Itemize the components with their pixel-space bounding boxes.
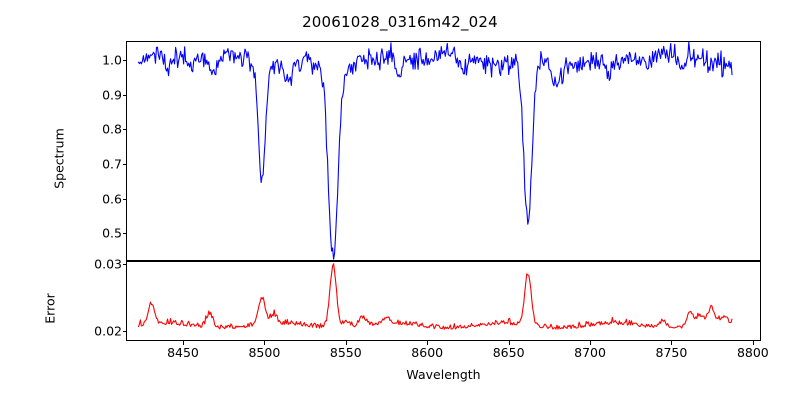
error-series-line	[137, 263, 733, 330]
x-tick-mark	[752, 341, 754, 345]
y-tick-mark	[122, 264, 126, 266]
x-tick-mark	[264, 341, 266, 345]
y-tick-label: 0.7	[102, 156, 122, 172]
x-tick-label: 8550	[329, 345, 362, 360]
y-tick-label: 0.03	[94, 256, 122, 272]
y-tick-label: 0.02	[94, 323, 122, 339]
y-tick-mark	[122, 198, 126, 200]
x-tick-label: 8750	[655, 345, 688, 360]
error-panel	[126, 261, 761, 341]
x-tick-label: 8700	[574, 345, 606, 360]
y-tick-mark	[122, 331, 126, 332]
x-tick-mark	[427, 341, 429, 345]
x-tick-label: 8450	[167, 345, 199, 360]
y-tick-label: 1.0	[102, 52, 122, 68]
y-tick-label: 0.8	[102, 121, 122, 137]
x-tick-label: 8600	[411, 345, 444, 360]
y-tick-label: 0.6	[102, 191, 122, 207]
x-tick-label: 8800	[736, 345, 769, 360]
y-tick-mark	[122, 163, 126, 165]
y-axis-label-spectrum: Spectrum	[51, 128, 67, 189]
x-tick-label: 8650	[492, 345, 525, 360]
x-tick-mark	[182, 341, 184, 345]
y-tick-mark	[122, 129, 126, 131]
y-tick-mark	[122, 94, 126, 96]
spectrum-panel	[126, 41, 761, 261]
y-tick-mark	[122, 60, 126, 62]
x-tick-mark	[508, 341, 510, 345]
x-tick-label: 8500	[248, 345, 281, 360]
y-tick-mark	[122, 233, 126, 235]
y-tick-label: 0.5	[102, 225, 122, 241]
x-tick-mark	[590, 341, 592, 345]
spectrum-plot-area	[137, 42, 733, 260]
figure-title: 20061028_0316m42_024	[302, 13, 498, 31]
y-tick-label: 0.9	[102, 87, 122, 103]
error-plot-area	[137, 263, 733, 330]
y-axis-label-error: Error	[42, 293, 58, 324]
spectrum-series-line	[137, 42, 733, 260]
x-tick-mark	[345, 341, 347, 345]
x-tick-mark	[671, 341, 673, 345]
x-axis-label: Wavelength	[406, 367, 481, 382]
